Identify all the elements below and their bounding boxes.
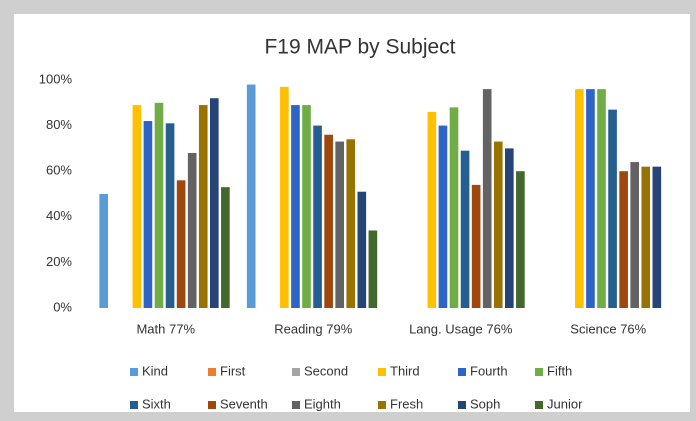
bar bbox=[302, 105, 311, 308]
bar bbox=[132, 105, 142, 308]
bar bbox=[165, 123, 175, 308]
bar bbox=[335, 141, 345, 308]
legend-label: First bbox=[220, 363, 246, 378]
bar bbox=[291, 105, 300, 308]
legend-swatch bbox=[458, 368, 466, 376]
y-tick-label: 60% bbox=[46, 163, 72, 178]
legend-swatch bbox=[130, 401, 138, 409]
bar bbox=[493, 141, 503, 308]
bar bbox=[143, 121, 153, 308]
bar bbox=[313, 125, 322, 308]
bar bbox=[280, 86, 289, 308]
legend-label: Fourth bbox=[470, 363, 508, 378]
bar bbox=[630, 162, 640, 308]
legend-swatch bbox=[292, 368, 300, 376]
bar bbox=[438, 125, 448, 308]
legend-swatch bbox=[378, 401, 386, 409]
bar bbox=[198, 105, 208, 308]
y-tick-label: 20% bbox=[46, 254, 72, 269]
legend-swatch bbox=[535, 401, 543, 409]
x-tick-label: Reading 79% bbox=[274, 321, 352, 336]
y-tick-label: 0% bbox=[53, 299, 72, 314]
legend-swatch bbox=[130, 368, 138, 376]
legend-label: Junior bbox=[547, 396, 583, 411]
x-tick-label: Lang. Usage 76% bbox=[409, 321, 513, 336]
bar bbox=[516, 171, 525, 308]
bar bbox=[210, 98, 219, 309]
bar bbox=[154, 102, 164, 308]
bar bbox=[575, 89, 584, 309]
legend-label: Third bbox=[390, 363, 420, 378]
legend-label: Kind bbox=[142, 363, 168, 378]
bar bbox=[176, 180, 186, 308]
bar bbox=[246, 84, 256, 308]
x-tick-label: Science 76% bbox=[570, 321, 646, 336]
bar bbox=[324, 134, 333, 308]
bar bbox=[652, 166, 662, 308]
bar bbox=[641, 166, 651, 308]
bar bbox=[221, 187, 230, 308]
bar bbox=[619, 171, 628, 308]
legend-swatch bbox=[535, 368, 543, 376]
legend-label: Seventh bbox=[220, 396, 268, 411]
x-tick-label: Math 77% bbox=[136, 321, 195, 336]
bar bbox=[357, 191, 367, 308]
bar bbox=[427, 111, 437, 308]
legend-label: Fifth bbox=[547, 363, 572, 378]
legend-label: Fresh bbox=[390, 396, 423, 411]
bar bbox=[505, 148, 514, 308]
y-tick-label: 80% bbox=[46, 117, 72, 132]
y-tick-label: 100% bbox=[39, 71, 73, 86]
legend-label: Sixth bbox=[142, 396, 171, 411]
bar bbox=[368, 230, 378, 308]
legend-swatch bbox=[378, 368, 386, 376]
chart-title: F19 MAP by Subject bbox=[264, 36, 455, 59]
legend-swatch bbox=[292, 401, 300, 409]
bar bbox=[187, 152, 197, 308]
bar bbox=[460, 150, 470, 308]
legend-swatch bbox=[208, 401, 216, 409]
bar bbox=[99, 194, 109, 308]
legend-label: Second bbox=[304, 363, 348, 378]
bar bbox=[597, 89, 606, 309]
bar bbox=[471, 184, 481, 308]
bar bbox=[608, 109, 617, 308]
legend-label: Soph bbox=[470, 396, 500, 411]
legend-label: Eighth bbox=[304, 396, 341, 411]
bar bbox=[482, 89, 492, 309]
legend-swatch bbox=[208, 368, 216, 376]
legend-swatch bbox=[458, 401, 466, 409]
bar bbox=[346, 139, 356, 308]
bar bbox=[449, 107, 459, 308]
y-tick-label: 40% bbox=[46, 208, 72, 223]
bar bbox=[586, 89, 595, 309]
